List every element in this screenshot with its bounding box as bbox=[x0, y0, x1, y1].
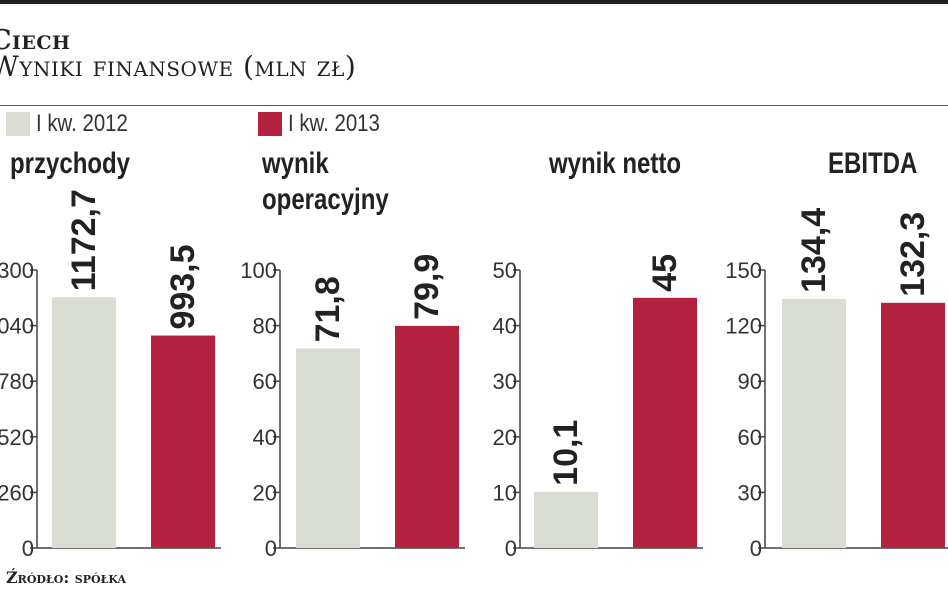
y-tick-label: 100 bbox=[240, 258, 277, 283]
legend-swatch-2012 bbox=[6, 112, 30, 136]
bar-2012 bbox=[52, 297, 116, 548]
value-label: 45 bbox=[646, 254, 684, 292]
value-label: 993,5 bbox=[164, 244, 202, 329]
y-tick-label: 0 bbox=[22, 536, 34, 561]
y-tick-label: 40 bbox=[493, 314, 517, 339]
bar-2013 bbox=[395, 325, 459, 548]
bar-2012 bbox=[782, 298, 846, 548]
legend-swatch-2013 bbox=[258, 112, 282, 136]
y-tick-label: 1300 bbox=[0, 258, 34, 283]
bar-2012 bbox=[534, 491, 598, 548]
y-tick-label: 0 bbox=[750, 536, 762, 561]
y-tick-label: 60 bbox=[738, 425, 762, 450]
value-label: 10,1 bbox=[547, 420, 585, 486]
y-tick-label: 80 bbox=[253, 314, 277, 339]
y-tick-label: 0 bbox=[265, 536, 277, 561]
y-tick-label: 20 bbox=[493, 425, 517, 450]
y-tick-label: 1040 bbox=[0, 314, 34, 339]
panel-label-przychody: przychody bbox=[10, 147, 131, 180]
bar-2013 bbox=[633, 297, 697, 548]
value-label: 79,9 bbox=[408, 254, 446, 320]
top-rule bbox=[0, 0, 948, 4]
bar-2012 bbox=[296, 348, 360, 548]
panel-label-wynik-operacyjny: wynik operacyjny bbox=[262, 147, 389, 216]
y-tick-label: 150 bbox=[725, 258, 762, 283]
legend-item-2013: I kw. 2013 bbox=[258, 110, 396, 137]
value-label: 132,3 bbox=[894, 212, 932, 297]
y-tick-label: 40 bbox=[253, 425, 277, 450]
y-tick-label: 30 bbox=[493, 369, 517, 394]
y-tick-label: 50 bbox=[493, 258, 517, 283]
value-label: 1172,7 bbox=[65, 189, 103, 291]
y-tick-label: 0 bbox=[505, 536, 517, 561]
value-label: 134,4 bbox=[795, 208, 833, 293]
legend-item-2012: I kw. 2012 bbox=[6, 110, 144, 137]
y-tick-label: 20 bbox=[253, 480, 277, 505]
y-tick-label: 120 bbox=[725, 314, 762, 339]
bar-2013 bbox=[881, 302, 945, 548]
legend-label-2013: I kw. 2013 bbox=[288, 110, 380, 137]
chart-subtitle: Wyniki finansowe (mln zł) bbox=[0, 50, 357, 83]
source-note: Źródło: spółka bbox=[6, 568, 127, 587]
y-tick-label: 30 bbox=[738, 480, 762, 505]
legend-label-2012: I kw. 2012 bbox=[36, 110, 128, 137]
y-tick-label: 520 bbox=[0, 425, 34, 450]
y-tick-label: 780 bbox=[0, 369, 34, 394]
y-tick-label: 10 bbox=[493, 480, 517, 505]
y-tick-label: 260 bbox=[0, 480, 34, 505]
panel-label-ebitda: EBITDA bbox=[828, 147, 918, 180]
y-tick-label: 90 bbox=[738, 369, 762, 394]
y-tick-label: 60 bbox=[253, 369, 277, 394]
bar-2013 bbox=[151, 335, 215, 548]
header-divider bbox=[0, 105, 948, 106]
panel-label-wynik-netto: wynik netto bbox=[549, 147, 682, 180]
chart-title: Ciech bbox=[0, 25, 71, 56]
value-label: 71,8 bbox=[309, 276, 347, 342]
